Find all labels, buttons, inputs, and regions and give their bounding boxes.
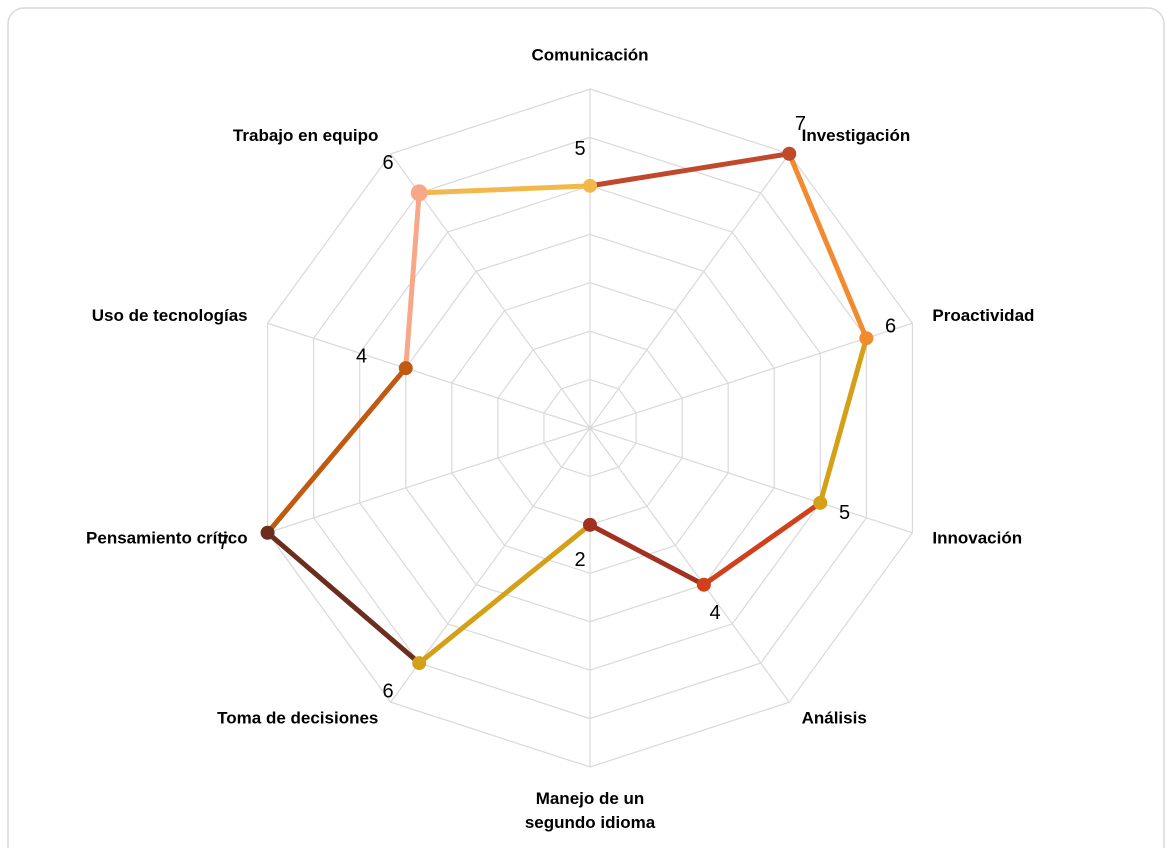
data-point: [260, 525, 275, 540]
grid-spoke: [267, 322, 591, 429]
data-label: 5: [574, 138, 585, 160]
series-segment: [265, 530, 422, 666]
category-label: Uso de tecnologías: [92, 306, 248, 325]
data-label: 5: [839, 502, 850, 524]
data-point: [696, 577, 711, 592]
series-segment: [265, 365, 409, 536]
series-segment: [587, 522, 707, 588]
series-segment: [786, 151, 869, 341]
grid-spoke: [589, 427, 913, 534]
data-label: 6: [382, 152, 393, 174]
data-point: [410, 184, 428, 202]
category-label: Innovación: [932, 529, 1022, 548]
grid-spoke: [267, 427, 591, 534]
data-point: [412, 656, 427, 671]
data-label: 6: [382, 680, 393, 702]
category-label: Manejo de un segundo idioma: [525, 789, 656, 832]
data-label: 6: [885, 315, 896, 337]
series-segment: [416, 522, 593, 666]
data-label: 7: [218, 532, 229, 554]
series-segment: [817, 335, 869, 506]
data-label: 7: [795, 113, 806, 135]
data-point: [782, 146, 797, 161]
grid-spoke: [589, 153, 790, 429]
data-label: 2: [574, 549, 585, 571]
category-label: Investigación: [802, 126, 911, 145]
grid-spoke: [589, 322, 913, 429]
series-segment: [416, 183, 593, 196]
category-label: Análisis: [802, 709, 867, 728]
category-label: Pensamiento crítico: [86, 529, 248, 548]
data-point: [583, 517, 597, 532]
category-label: Comunicación: [531, 45, 648, 64]
category-label: Trabajo en equipo: [233, 126, 378, 145]
data-point: [583, 178, 597, 193]
grid-spoke: [589, 427, 790, 703]
data-label: 4: [356, 345, 367, 367]
series-segment: [587, 151, 792, 189]
data-label: 4: [709, 602, 720, 624]
chart-frame: [7, 7, 1165, 848]
series-segment: [701, 500, 823, 588]
data-point: [859, 331, 874, 346]
data-point: [398, 361, 413, 376]
category-label: Toma de decisiones: [217, 709, 378, 728]
category-label: Proactividad: [932, 306, 1034, 325]
data-point: [813, 495, 828, 510]
series-segment: [403, 190, 422, 371]
